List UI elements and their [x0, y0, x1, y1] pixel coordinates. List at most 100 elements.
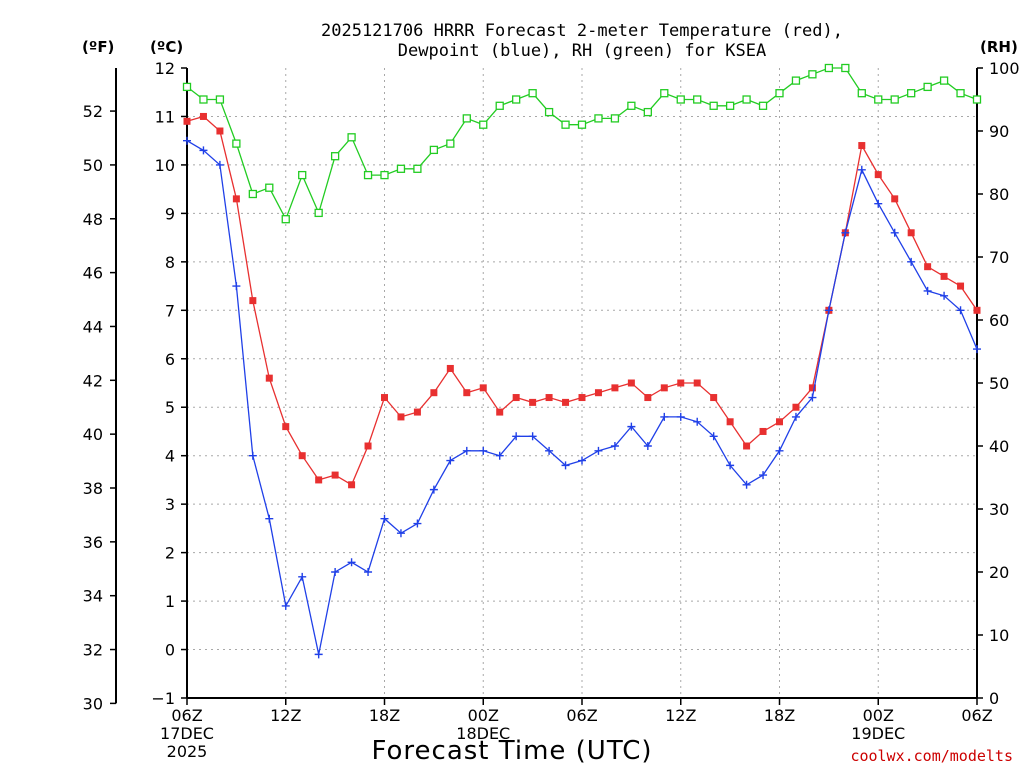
rh-tick-label: 50: [989, 374, 1009, 393]
dewpoint-point: [726, 461, 735, 470]
celsius-tick-label: 1: [165, 592, 175, 611]
temperature-point: [907, 229, 915, 237]
dewpoint-point: [413, 519, 422, 528]
temperature-point: [874, 171, 882, 179]
rh-point: [890, 95, 899, 104]
temperature-point: [265, 374, 273, 382]
celsius-tick-label: 12: [155, 59, 175, 78]
temperature-point: [726, 418, 734, 426]
temperature-point: [743, 442, 751, 450]
rh-point: [923, 82, 932, 92]
celsius-tick-label: 0: [165, 641, 175, 660]
temperature-point: [446, 364, 454, 372]
rh-point: [281, 215, 290, 224]
temperature-point: [199, 112, 207, 120]
x-tick-label: 12Z: [665, 706, 696, 725]
temperature-point: [479, 384, 487, 392]
dewpoint-point: [561, 461, 570, 470]
dewpoint-point: [545, 446, 554, 455]
temperature-point: [759, 427, 767, 435]
rh-tick-label: 10: [989, 626, 1009, 645]
temperature-point: [463, 389, 471, 397]
credit-text: coolwx.com/modelts: [850, 747, 1013, 765]
dewpoint-point: [314, 650, 323, 659]
dewpoint-point: [578, 456, 586, 465]
temperature-point: [940, 272, 948, 280]
fahrenheit-tick-label: 46: [83, 264, 103, 283]
fahrenheit-tick-label: 32: [83, 641, 103, 660]
temperature-point: [529, 398, 537, 406]
rh-point: [314, 208, 323, 218]
dewpoint-point: [331, 568, 340, 576]
temperature-point: [364, 442, 372, 450]
rh-point: [232, 139, 241, 148]
x-tick-label: 18Z: [764, 706, 795, 725]
rh-point: [215, 95, 225, 104]
dewpoint-point: [396, 529, 405, 538]
dewpoint-point: [183, 136, 191, 145]
fahrenheit-tick-label: 34: [83, 587, 103, 606]
temperature-point: [677, 379, 685, 387]
dewpoint-point: [923, 286, 932, 295]
x-tick-label: 06Z: [961, 706, 992, 725]
rh-point: [544, 107, 554, 117]
temperature-point: [381, 394, 388, 402]
rh-tick-label: 80: [989, 185, 1009, 204]
celsius-tick-label: 10: [155, 156, 175, 175]
rh-point: [413, 164, 422, 173]
temperature-point: [924, 263, 932, 271]
rh-point: [330, 152, 340, 161]
fahrenheit-tick-label: 36: [83, 533, 103, 552]
rh-point: [182, 82, 192, 92]
rh-tick-label: 70: [989, 248, 1009, 267]
rh-tick-label: 60: [989, 311, 1009, 330]
rh-tick-label: 90: [989, 122, 1009, 141]
temperature-point: [183, 117, 191, 125]
dewpoint-point: [495, 451, 504, 460]
x-tick-label: 19DEC: [851, 724, 905, 743]
rh-axis-unit: (RH): [980, 38, 1018, 56]
rh-point: [446, 139, 455, 148]
dewpoint-point: [824, 306, 833, 315]
x-tick-label: 06Z: [566, 706, 597, 725]
dewpoint-point: [643, 442, 652, 450]
dewpoint-point: [956, 306, 965, 315]
dewpoint-point: [528, 432, 537, 441]
rh-point: [298, 170, 307, 180]
rh-tick-label: 30: [989, 500, 1009, 519]
rh-point: [199, 95, 208, 104]
temperature-point: [594, 389, 602, 397]
rh-point: [939, 76, 949, 85]
dewpoint-point: [364, 568, 373, 576]
rh-point: [874, 95, 883, 104]
dewpoint-point: [199, 146, 208, 155]
temperature-point: [430, 389, 438, 397]
fahrenheit-tick-label: 50: [83, 156, 103, 175]
rh-point: [248, 189, 257, 199]
rh-point: [857, 89, 866, 98]
temperature-point: [578, 394, 586, 402]
temperature-point: [232, 195, 240, 203]
chart-title-line2: Dewpoint (blue), RH (green) for KSEA: [398, 41, 766, 61]
rh-point: [380, 170, 389, 180]
dewpoint-point: [709, 432, 718, 441]
rh-point: [577, 120, 587, 129]
celsius-tick-label: 4: [165, 447, 175, 466]
dewpoint-point: [446, 456, 455, 465]
temperature-point: [397, 413, 405, 421]
temperature-point: [216, 127, 224, 135]
celsius-tick-label: 8: [165, 253, 175, 272]
temperature-point: [808, 384, 816, 392]
rh-point: [627, 101, 636, 110]
dewpoint-point: [874, 199, 883, 208]
dewpoint-point: [791, 412, 800, 421]
rh-point: [528, 89, 537, 98]
dewpoint-point: [594, 446, 603, 455]
dewpoint-point: [298, 572, 307, 581]
x-tick-label: 18DEC: [456, 724, 510, 743]
celsius-tick-label: 11: [155, 107, 175, 126]
rh-point: [479, 120, 488, 129]
dewpoint-point: [462, 446, 471, 455]
fahrenheit-tick-label: 42: [83, 371, 103, 390]
